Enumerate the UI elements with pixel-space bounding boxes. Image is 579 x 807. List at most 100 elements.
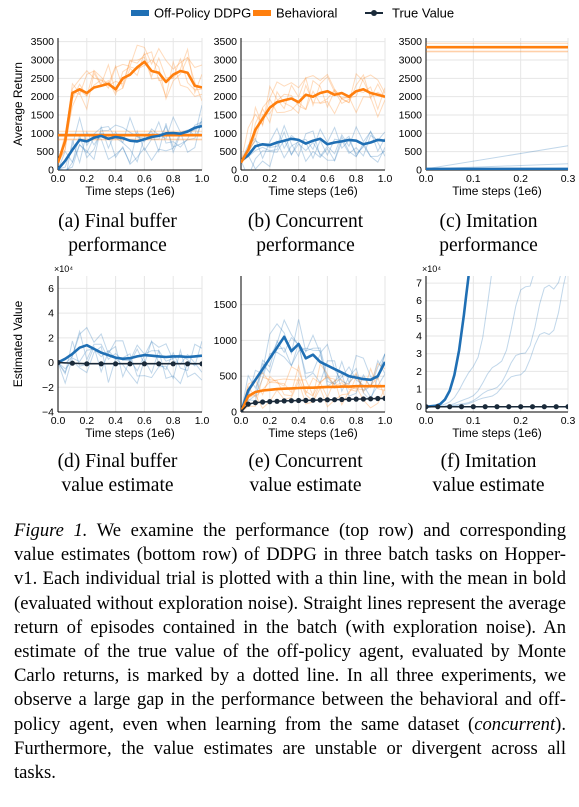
y-axis-label: Estimated Value bbox=[11, 300, 25, 387]
caption-c-line2: performance bbox=[398, 234, 579, 258]
true-value-marker bbox=[318, 397, 323, 402]
y-tick-label: 1500 bbox=[214, 299, 238, 311]
chart-f-imitation-value: 0 1 2 3 4 5 6 7 0.0 0.1 0.2 0.3 Time steps (1e6) ×10⁴ bbox=[398, 262, 579, 442]
y-tick-label: 6 bbox=[48, 283, 54, 295]
caption-c: (c) Imitation performance bbox=[398, 210, 579, 258]
true-value-marker bbox=[274, 399, 279, 404]
y-tick-label: 500 bbox=[219, 146, 237, 158]
y-tick-label: 1500 bbox=[31, 110, 55, 122]
legend-label-truevalue: True Value bbox=[392, 6, 454, 21]
true-value-marker bbox=[113, 361, 118, 366]
legend-marker-truevalue bbox=[371, 10, 377, 16]
chart-legend: Off-Policy DDPG Behavioral True Value bbox=[0, 0, 579, 28]
y-tick-label: 2 bbox=[416, 366, 422, 378]
y-tick-label: 3000 bbox=[399, 55, 423, 67]
caption-f: (f) Imitation value estimate bbox=[398, 450, 579, 498]
x-axis-label: Time steps (1e6) bbox=[268, 184, 358, 198]
true-value-marker bbox=[70, 361, 75, 366]
y-scale-label: ×10⁴ bbox=[54, 264, 73, 274]
caption-a-line2: performance bbox=[20, 234, 215, 258]
caption-f-line1: (f) Imitation bbox=[398, 450, 579, 474]
y-tick-label: 4 bbox=[48, 308, 54, 320]
true-value-marker bbox=[447, 404, 452, 409]
true-value-marker bbox=[542, 404, 547, 409]
chart-b-concurrent-performance: 0 500 1000 1500 2000 2500 3000 3500 0.0 0.2 0.4 0.6… bbox=[213, 28, 398, 200]
y-tick-label: 7 bbox=[416, 278, 422, 290]
true-value-marker bbox=[267, 399, 272, 404]
x-tick-label: 1.0 bbox=[195, 173, 210, 185]
figure-caption: Figure 1. We examine the performance (to… bbox=[14, 519, 566, 785]
y-tick-label: 500 bbox=[36, 146, 54, 158]
offpolicy-mean-line bbox=[426, 276, 469, 407]
true-value-marker bbox=[382, 396, 387, 401]
y-tick-label: 3500 bbox=[214, 36, 238, 48]
caption-f-line2: value estimate bbox=[398, 474, 579, 498]
x-tick-label: 0.3 bbox=[561, 173, 576, 185]
plot-area bbox=[423, 265, 570, 409]
plot-area bbox=[58, 45, 202, 180]
chart-d-final-buffer-value: −4 −2 0 2 4 6 0.0 0.2 0.4 0.6 0.8 1.0 Time steps (1e… bbox=[0, 262, 213, 442]
y-tick-label: 1000 bbox=[399, 128, 423, 140]
caption-e-line1: (e) Concurrent bbox=[213, 450, 398, 474]
y-tick-label: 1000 bbox=[214, 335, 238, 347]
y-scale-label: ×10⁴ bbox=[422, 264, 441, 274]
caption-b: (b) Concurrent performance bbox=[213, 210, 398, 258]
true-value-marker bbox=[554, 404, 559, 409]
plot-area bbox=[426, 43, 568, 179]
y-tick-label: 6 bbox=[416, 295, 422, 307]
true-value-marker bbox=[142, 361, 147, 366]
y-tick-label: 2 bbox=[48, 332, 54, 344]
true-value-marker bbox=[339, 397, 344, 402]
plot-area bbox=[238, 319, 387, 414]
y-tick-label: 1 bbox=[416, 384, 422, 396]
true-value-marker bbox=[435, 404, 440, 409]
y-tick-label: 1500 bbox=[214, 110, 238, 122]
y-axis-label: Average Return bbox=[11, 62, 25, 146]
true-value-marker bbox=[156, 361, 161, 366]
plot-area bbox=[55, 328, 204, 384]
y-tick-label: 0 bbox=[48, 357, 54, 369]
x-tick-label: 0.0 bbox=[234, 415, 249, 427]
y-tick-label: 3000 bbox=[31, 55, 55, 67]
true-value-marker bbox=[325, 397, 330, 402]
caption-a: (a) Final buffer performance bbox=[20, 210, 215, 258]
true-value-marker bbox=[354, 397, 359, 402]
y-tick-label: 500 bbox=[404, 146, 422, 158]
true-value-marker bbox=[253, 400, 258, 405]
y-tick-label: 5 bbox=[416, 313, 422, 325]
true-value-marker bbox=[375, 396, 380, 401]
y-tick-label: 500 bbox=[219, 371, 237, 383]
true-value-marker bbox=[171, 361, 176, 366]
y-tick-label: 2000 bbox=[399, 91, 423, 103]
true-value-marker bbox=[296, 398, 301, 403]
true-value-marker bbox=[494, 404, 499, 409]
plot-area bbox=[241, 74, 385, 177]
caption-b-line2: performance bbox=[213, 234, 398, 258]
x-tick-label: 0.3 bbox=[561, 415, 576, 427]
x-tick-label: 0.0 bbox=[51, 173, 66, 185]
true-value-marker bbox=[282, 398, 287, 403]
true-value-marker bbox=[471, 404, 476, 409]
true-value-marker bbox=[361, 396, 366, 401]
true-value-marker bbox=[518, 404, 523, 409]
x-tick-label: 1.0 bbox=[195, 415, 210, 427]
y-tick-label: 1000 bbox=[31, 128, 55, 140]
x-tick-label: 0.0 bbox=[419, 173, 434, 185]
x-tick-label: 0.0 bbox=[51, 415, 66, 427]
true-value-marker bbox=[127, 361, 132, 366]
legend-label-offpolicy: Off-Policy DDPG bbox=[154, 6, 251, 21]
x-tick-label: 1.0 bbox=[378, 415, 393, 427]
true-value-marker bbox=[332, 397, 337, 402]
y-tick-label: 2500 bbox=[31, 73, 55, 85]
y-tick-label: 0 bbox=[416, 401, 422, 413]
figure-label: Figure 1. bbox=[14, 520, 87, 541]
true-value-marker bbox=[530, 404, 535, 409]
caption-d: (d) Final buffer value estimate bbox=[20, 450, 215, 498]
true-value-marker bbox=[346, 397, 351, 402]
legend-swatch-behavioral bbox=[253, 10, 271, 16]
caption-d-line1: (d) Final buffer bbox=[20, 450, 215, 474]
true-value-marker bbox=[423, 404, 428, 409]
y-tick-label: 1500 bbox=[399, 110, 423, 122]
true-value-marker bbox=[565, 404, 570, 409]
caption-e: (e) Concurrent value estimate bbox=[213, 450, 398, 498]
